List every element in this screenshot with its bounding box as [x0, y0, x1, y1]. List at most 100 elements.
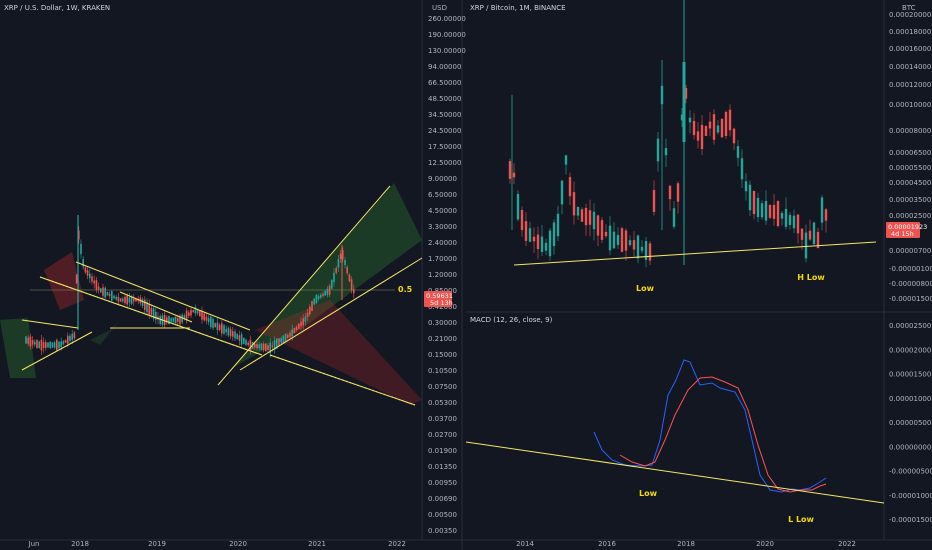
right-price-label: 0.00006500: [889, 149, 931, 157]
macd-axis-label: 0.00002500: [889, 322, 931, 330]
left-candle: [267, 345, 269, 351]
left-candle: [25, 336, 27, 344]
right-candle-spike: [682, 62, 686, 142]
left-candle: [221, 323, 223, 334]
left-candle: [236, 333, 238, 340]
left-candle: [271, 345, 274, 348]
left-candle: [122, 298, 124, 302]
right-candle: [612, 231, 616, 249]
right-candle: [616, 235, 620, 245]
left-candle: [179, 315, 181, 325]
left-candle: [53, 342, 56, 348]
right-candle: [536, 234, 540, 250]
left-candle: [335, 268, 337, 273]
left-candle: [155, 311, 157, 320]
right-price-label: 0.00003500: [889, 196, 931, 204]
right-candle: [592, 211, 596, 230]
right-candle: [640, 246, 644, 251]
left-candle: [89, 273, 91, 279]
left-candle: [276, 338, 278, 349]
macd-header: MACD (12, 26, close, 9): [470, 316, 553, 324]
right-candle: [524, 221, 528, 241]
macd-axis-label: 0.00001500: [889, 371, 931, 379]
right-candle: [708, 121, 712, 129]
left-candle: [71, 333, 73, 340]
right-price-badge: [886, 222, 920, 238]
left-candle: [240, 334, 243, 345]
left-candle: [115, 296, 117, 300]
right-candle: [732, 128, 736, 144]
right-candle: [788, 215, 792, 225]
right-candle: [768, 204, 772, 218]
left-candle: [311, 301, 313, 311]
right-candle: [644, 240, 648, 260]
right-candle: [728, 109, 732, 131]
left-candle: [229, 329, 232, 337]
left-shade-green: [0, 318, 36, 378]
right-candle: [792, 215, 796, 229]
right-candle: [692, 120, 696, 136]
right-candle: [736, 146, 740, 158]
left-candle: [148, 303, 150, 315]
left-candle: [216, 322, 219, 330]
right-candle: [776, 201, 780, 227]
right-price-label: 0.00012000: [889, 81, 931, 89]
left-candle: [133, 298, 135, 302]
left-candle: [144, 299, 146, 310]
right-candle: [716, 125, 720, 133]
left-candle: [313, 298, 315, 305]
right-badge-price: 0.00001923: [888, 223, 927, 231]
left-candle: [306, 312, 309, 317]
right-candle: [556, 213, 560, 237]
right-price-label: 0.00002500: [889, 212, 931, 220]
macd-signal-line: [619, 376, 827, 493]
macd-axis-label: 0.00000500: [889, 419, 931, 427]
left-shade-red: [44, 252, 84, 310]
left-candle: [104, 287, 106, 298]
left-shade-green: [232, 183, 422, 368]
left-candle: [86, 270, 89, 276]
left-candle: [339, 253, 342, 260]
left-candle: [152, 308, 155, 319]
left-candle: [243, 337, 245, 344]
left-candle: [168, 316, 170, 324]
right-candle: [600, 220, 604, 240]
left-candle: [192, 310, 194, 313]
left-candle: [126, 295, 128, 305]
macd-annotation-l-low: L Low: [788, 515, 814, 524]
left-price-label: 0.00500: [428, 511, 457, 519]
left-price-label: 17.50000: [428, 143, 461, 151]
right-candle: [604, 231, 608, 237]
macd-axis-label: -0.00000500: [889, 468, 932, 476]
left-candle: [320, 294, 322, 298]
left-candle: [260, 343, 263, 350]
left-candle: [150, 308, 153, 315]
left-candle: [51, 342, 54, 348]
right-candle: [764, 201, 768, 221]
left-price-label: 24.50000: [428, 127, 461, 135]
left-candle: [49, 341, 51, 349]
left-candle: [322, 293, 324, 296]
left-candle: [249, 339, 252, 351]
left-candle: [212, 318, 214, 329]
left-candle: [82, 259, 84, 267]
right-annotation-low: Low: [636, 284, 655, 293]
right-candle: [720, 118, 724, 138]
left-candle: [201, 310, 203, 320]
left-candle: [58, 341, 60, 349]
right-price-label: -0.00000800: [889, 280, 932, 288]
left-candle: [203, 313, 205, 321]
left-trendline-dashed: [39, 276, 263, 356]
left-candle: [199, 310, 201, 317]
right-candle: [568, 177, 572, 197]
right-candle: [576, 206, 580, 216]
left-price-label: 260.00000: [428, 15, 466, 23]
left-candle: [181, 314, 183, 323]
left-trendline: [239, 257, 423, 371]
left-candle: [34, 341, 36, 345]
right-candle: [724, 112, 728, 136]
left-candle: [60, 341, 62, 348]
left-price-label: 4.50000: [428, 207, 457, 215]
right-candle: [744, 181, 748, 192]
macd-trendline: [465, 441, 885, 504]
